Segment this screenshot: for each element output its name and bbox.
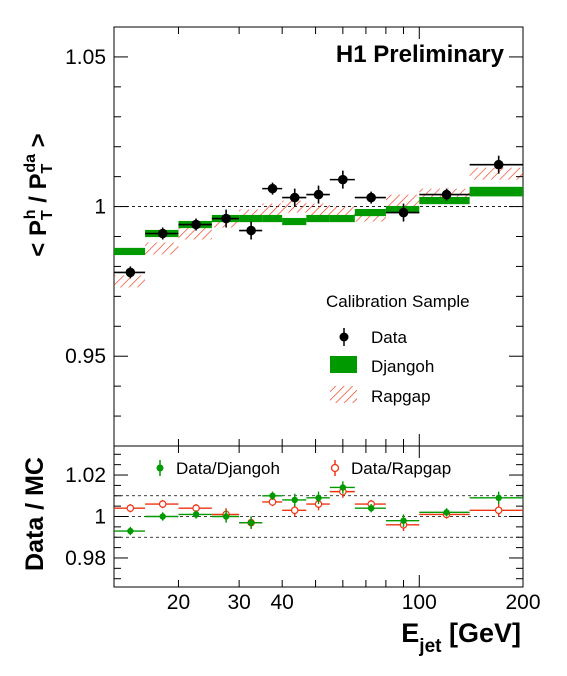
djangoh-band xyxy=(306,214,330,223)
ratio-djangoh-point xyxy=(127,527,134,535)
legend-ratio-rapgap-marker xyxy=(330,460,340,476)
ratio-djangoh-point xyxy=(247,519,255,526)
data-point xyxy=(191,219,201,230)
rapgap-band xyxy=(385,194,420,207)
ratio-djangoh-point xyxy=(291,496,298,504)
ratio-djangoh-point xyxy=(495,494,502,502)
bottom-x-ticks: 20 30 40 100 200 xyxy=(167,446,541,614)
x-axis-title: Ejet [GeV] xyxy=(401,618,521,657)
legend-ratio-rapgap-label: Data/Rapgap xyxy=(351,459,451,478)
top-x-ticks xyxy=(177,27,524,446)
data-point xyxy=(338,174,348,185)
data-point xyxy=(366,192,376,203)
data-point xyxy=(221,213,231,224)
ratio-djangoh-point xyxy=(367,505,375,512)
top-y-ticks: 0.95 1 1.05 xyxy=(65,26,523,447)
rapgap-band xyxy=(178,227,212,240)
ratio-rapgap-point xyxy=(158,500,167,508)
legend-rapgap-marker xyxy=(330,386,357,403)
djangoh-band xyxy=(419,196,470,205)
top-y-tick-label: 0.95 xyxy=(65,345,106,368)
legend-title: Calibration Sample xyxy=(326,292,470,311)
x-tick-label: 30 xyxy=(227,591,250,614)
x-tick-label: 200 xyxy=(505,591,540,614)
bottom-y-ticks: 0.98 1 1.02 xyxy=(65,453,523,580)
chart-title: H1 Preliminary xyxy=(336,41,505,68)
legend-data-marker xyxy=(339,328,349,346)
bottom-y-tick-label: 1.02 xyxy=(65,464,106,487)
ratio-rapgap-point xyxy=(494,506,503,515)
djangoh-band xyxy=(329,214,355,223)
legend-ratio-djangoh-label: Data/Djangoh xyxy=(176,459,280,478)
rapgap-band xyxy=(306,203,330,216)
data-point xyxy=(441,189,452,200)
x-tick-label: 20 xyxy=(167,591,190,614)
djangoh-band xyxy=(282,217,307,226)
top-y-tick-label: 1.05 xyxy=(65,46,106,69)
legend-data-label: Data xyxy=(371,328,407,347)
ratio-rapgap-point xyxy=(290,506,299,515)
djangoh-band xyxy=(354,208,386,217)
top-panel: 0.95 1 1.05 H1 Preliminary Calibration Sam… xyxy=(65,26,524,447)
rapgap-band xyxy=(114,275,146,288)
data-point xyxy=(289,192,300,203)
ratio-djangoh-points xyxy=(114,481,523,536)
data-point xyxy=(157,228,168,239)
data-point xyxy=(313,189,324,200)
djangoh-band xyxy=(469,186,523,197)
data-point xyxy=(398,207,409,218)
djangoh-band xyxy=(262,214,283,223)
x-tick-label: 40 xyxy=(270,591,293,614)
bottom-panel: 0.98 1 1.02 20 30 40 100 200 Data/Djangoh Data… xyxy=(65,445,541,614)
top-y-axis-title: < PTh / PTda > xyxy=(22,133,56,256)
rapgap-band xyxy=(145,242,179,255)
top-y-tick-label: 1 xyxy=(94,196,106,219)
legend-djangoh-marker xyxy=(330,356,357,373)
ratio-rapgap-points xyxy=(114,485,523,532)
ratio-djangoh-point xyxy=(192,511,200,518)
djangoh-band xyxy=(114,247,146,256)
ratio-djangoh-point xyxy=(222,513,230,520)
data-point xyxy=(125,267,136,278)
bottom-legend: Data/Djangoh Data/Rapgap xyxy=(156,459,451,478)
data-points xyxy=(114,155,523,279)
top-legend: Calibration Sample Data Djangoh Rapgap xyxy=(326,292,470,406)
legend-ratio-djangoh-marker xyxy=(156,460,164,476)
bottom-y-axis-title: Data / MC xyxy=(21,457,49,571)
rapgap-band xyxy=(329,206,355,219)
ratio-rapgap-point xyxy=(126,504,135,513)
ratio-djangoh-point xyxy=(315,494,322,502)
ratio-djangoh-point xyxy=(339,484,347,491)
ratio-djangoh-point xyxy=(443,509,450,516)
bottom-y-tick-label: 1 xyxy=(94,506,106,529)
ratio-djangoh-point xyxy=(269,492,276,499)
djangoh-band xyxy=(239,214,263,223)
bottom-y-tick-label: 0.98 xyxy=(65,547,106,570)
rapgap-band xyxy=(262,203,283,216)
rapgap-band xyxy=(469,167,523,180)
data-point xyxy=(493,159,504,170)
x-tick-label: 100 xyxy=(402,591,437,614)
data-point xyxy=(267,183,278,194)
ratio-djangoh-point xyxy=(159,513,166,520)
legend-rapgap-label: Rapgap xyxy=(371,387,431,406)
ratio-djangoh-point xyxy=(400,517,407,524)
legend-djangoh-label: Djangoh xyxy=(371,357,434,376)
data-point xyxy=(246,225,256,236)
